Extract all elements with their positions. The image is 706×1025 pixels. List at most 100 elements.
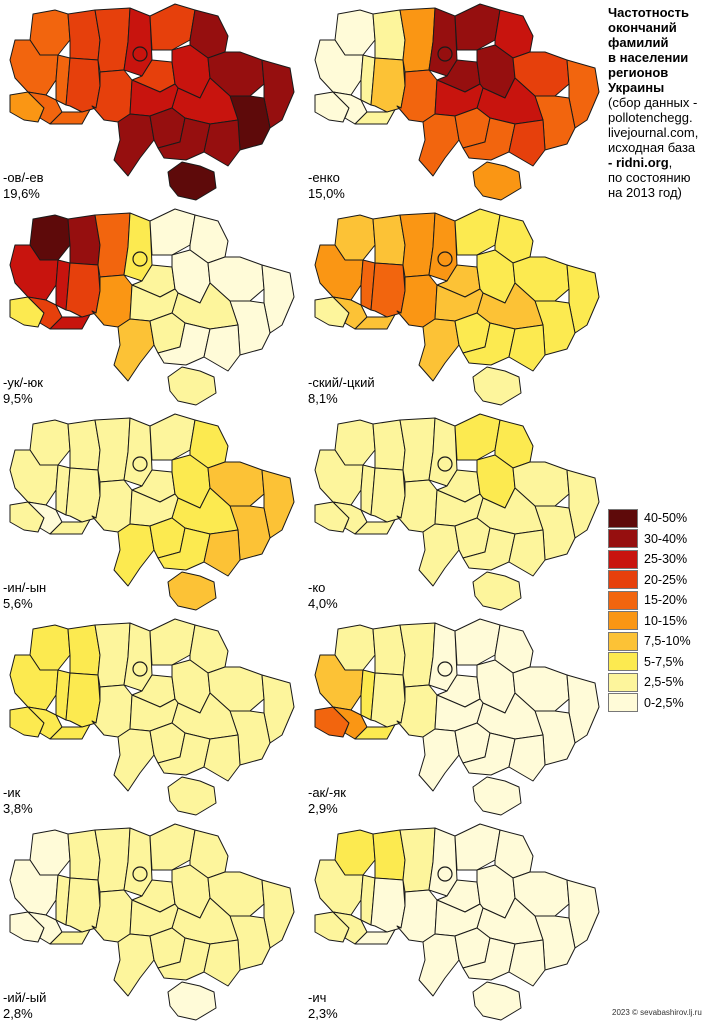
region-lviv (314, 654, 364, 711)
region-vinnytsia (91, 69, 133, 123)
region-rivne (67, 624, 101, 676)
region-khmelnytskyi (370, 262, 406, 318)
region-crimea (167, 981, 217, 1021)
map-panel: -ин/-ын 5,6% (0, 410, 300, 615)
kyiv-city-ring (437, 251, 453, 267)
percent-label: 15,0% (308, 186, 345, 201)
region-chernihiv (149, 618, 196, 666)
ukraine-map (9, 823, 295, 1021)
credit: 2023 © sevabashirov.lj.ru (612, 1008, 702, 1017)
date-line: по состоянию (608, 170, 691, 185)
map-panel: -ский/-цкий 8,1% (305, 205, 605, 410)
region-rivne (372, 214, 406, 266)
kyiv-city-ring (132, 866, 148, 882)
map-panel: -ак/-як 2,9% (305, 615, 605, 820)
region-odesa (113, 113, 155, 177)
kyiv-city-ring (437, 661, 453, 677)
region-lviv (9, 449, 59, 506)
map-title: Частотность окончаний фамилий в населени… (608, 5, 704, 200)
title-line: в населении (608, 50, 689, 65)
region-zaporizhzhia (508, 939, 546, 987)
region-chernihiv (454, 413, 501, 461)
legend-label: 20-25% (644, 572, 688, 587)
source-line: (сбор данных - (608, 95, 698, 110)
suffix-label: -ин/-ын (3, 580, 47, 595)
region-chernihiv (149, 3, 196, 51)
title-line: окончаний (608, 20, 677, 35)
legend-swatch (608, 631, 638, 651)
legend-swatch (608, 672, 638, 692)
ukraine-map (9, 618, 295, 816)
title-line: фамилий (608, 35, 669, 50)
region-khmelnytskyi (65, 57, 101, 113)
region-lviv (314, 859, 364, 916)
region-zaporizhzhia (203, 939, 241, 987)
map-panel: -ук/-юк 9,5% (0, 205, 300, 410)
region-luhansk (566, 879, 600, 949)
region-lviv (314, 39, 364, 96)
map-caption: -ич 2,3% (308, 990, 338, 1022)
percent-label: 2,3% (308, 1006, 338, 1021)
map-caption: -ин/-ын 5,6% (3, 580, 46, 612)
legend-swatch (608, 549, 638, 569)
region-chernihiv (149, 823, 196, 871)
region-khmelnytskyi (65, 262, 101, 318)
region-lviv (9, 654, 59, 711)
percent-label: 2,9% (308, 801, 338, 816)
map-panel: -ко 4,0% (305, 410, 605, 615)
map-panel: -ик 3,8% (0, 615, 300, 820)
region-crimea (472, 776, 522, 816)
region-zaporizhzhia (508, 529, 546, 577)
legend-label: 10-15% (644, 613, 688, 628)
region-luhansk (261, 59, 295, 129)
percent-label: 3,8% (3, 801, 33, 816)
region-luhansk (566, 264, 600, 334)
kyiv-city-ring (437, 46, 453, 62)
kyiv-city-ring (437, 456, 453, 472)
percent-label: 5,6% (3, 596, 33, 611)
region-odesa (113, 933, 155, 997)
region-vinnytsia (396, 479, 438, 533)
region-zaporizhzhia (508, 119, 546, 167)
region-khmelnytskyi (65, 467, 101, 523)
legend-label: 25-30% (644, 552, 688, 567)
legend-label: 2,5-5% (644, 675, 684, 690)
map-caption: -ский/-цкий 8,1% (308, 375, 375, 407)
title-line: регионов (608, 65, 669, 80)
region-crimea (167, 366, 217, 406)
legend-item: 7,5-10% (608, 631, 691, 652)
region-zaporizhzhia (203, 119, 241, 167)
ukraine-map (314, 208, 600, 406)
ukraine-map (9, 3, 295, 201)
kyiv-city-ring (437, 866, 453, 882)
region-lviv (9, 244, 59, 301)
suffix-label: -ов/-ев (3, 170, 44, 185)
region-lviv (314, 244, 364, 301)
region-rivne (372, 829, 406, 881)
region-zaporizhzhia (203, 529, 241, 577)
region-luhansk (261, 264, 295, 334)
region-luhansk (261, 469, 295, 539)
region-vinnytsia (91, 889, 133, 943)
region-chernihiv (149, 208, 196, 256)
source-db-suffix: , (668, 155, 673, 170)
region-odesa (418, 933, 460, 997)
region-khmelnytskyi (370, 467, 406, 523)
region-lviv (314, 449, 364, 506)
suffix-label: -ик (3, 785, 21, 800)
legend-swatch (608, 529, 638, 549)
legend-label: 5-7,5% (644, 654, 684, 669)
percent-label: 19,6% (3, 186, 40, 201)
region-rivne (67, 9, 101, 61)
region-khmelnytskyi (370, 57, 406, 113)
region-odesa (418, 318, 460, 382)
suffix-label: -ий/-ый (3, 990, 47, 1005)
region-odesa (418, 728, 460, 792)
title-line: Частотность (608, 5, 689, 20)
region-chernihiv (149, 413, 196, 461)
region-rivne (372, 624, 406, 676)
percent-label: 9,5% (3, 391, 33, 406)
ukraine-map (314, 3, 600, 201)
region-zaporizhzhia (508, 734, 546, 782)
legend-item: 0-2,5% (608, 693, 691, 714)
